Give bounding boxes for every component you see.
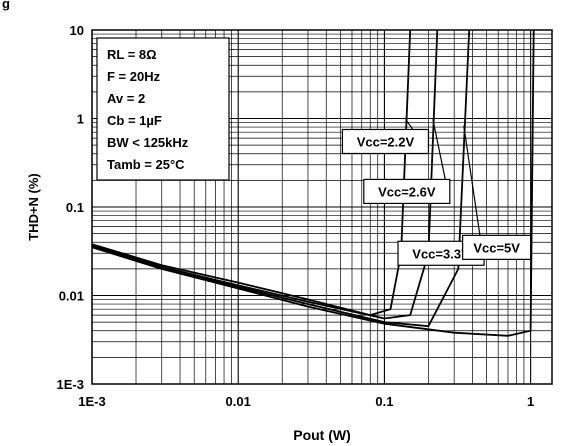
y-tick-label: 10 xyxy=(70,23,84,38)
callout-label: Vcc=5V xyxy=(473,240,520,255)
series-line-3 xyxy=(91,29,535,337)
callout-box xyxy=(363,178,451,205)
conditions-box: RL = 8Ω F = 20Hz Av = 2 Cb = 1µF BW < 125kHz… xyxy=(96,37,230,181)
callout-label: Vcc=3.3V xyxy=(412,246,470,261)
plot-frame xyxy=(91,29,553,385)
callout-label: Vcc=2.2V xyxy=(357,134,415,149)
y-tick-label: 0.1 xyxy=(66,200,84,215)
x-tick-label: 1 xyxy=(527,394,534,409)
condition-text: Tamb = 25°C xyxy=(107,157,185,172)
condition-text: Av = 2 xyxy=(107,91,145,106)
x-axis-title: Pout (W) xyxy=(293,427,351,443)
y-tick-labels: 1E-3 0.01 0.1 1 10 xyxy=(57,23,84,392)
y-axis-title: THD+N (%) xyxy=(26,173,41,241)
x-tick-label: 0.1 xyxy=(375,394,393,409)
y-tick-label: 1 xyxy=(77,112,84,127)
x-tick-label: 1E-3 xyxy=(78,394,105,409)
condition-text: RL = 8Ω xyxy=(107,47,157,62)
top-crop-text: g xyxy=(2,0,10,11)
series-callouts: Vcc=2.2V Vcc=2.6V Vcc=3.3V Vcc=5V xyxy=(341,118,533,266)
y-tick-label: 1E-3 xyxy=(57,377,84,392)
x-tick-label: 0.01 xyxy=(226,394,251,409)
condition-text: Cb = 1µF xyxy=(107,113,162,128)
callout-label: Vcc=2.6V xyxy=(378,184,436,199)
callout-box xyxy=(462,234,532,260)
condition-text: F = 20Hz xyxy=(107,69,161,84)
callout-box xyxy=(341,128,430,155)
condition-text: BW < 125kHz xyxy=(107,135,189,150)
x-tick-labels: 1E-3 0.01 0.1 1 xyxy=(78,394,534,409)
y-tick-label: 0.01 xyxy=(59,289,84,304)
